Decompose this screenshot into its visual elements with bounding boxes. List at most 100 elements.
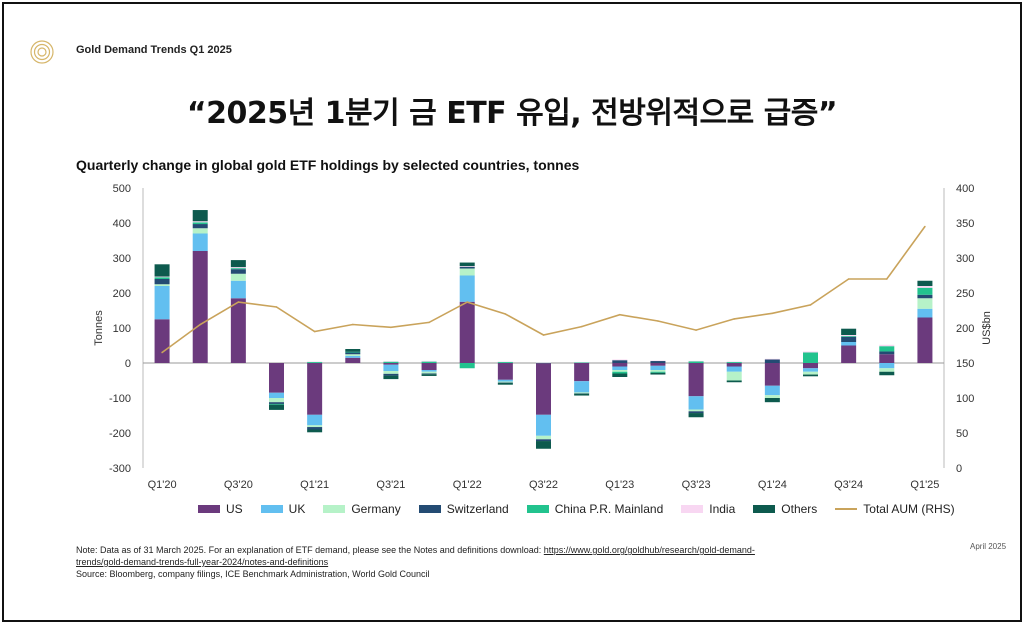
total-aum-point <box>847 278 850 280</box>
bar-germany <box>307 425 323 428</box>
bar-us <box>307 363 323 415</box>
x-tick-label: Q1'21 <box>300 479 329 491</box>
bar-others <box>841 328 857 335</box>
bar-china-p-r-mainland <box>192 222 208 225</box>
legend-label: Switzerland <box>446 502 509 516</box>
bar-uk <box>383 364 399 372</box>
bar-us <box>917 317 933 363</box>
bar-switzerland <box>650 360 666 363</box>
legend-label: India <box>709 502 736 516</box>
bar-switzerland <box>154 279 170 285</box>
y2-tick-label: 50 <box>956 428 968 440</box>
bar-switzerland <box>497 382 513 384</box>
bar-germany <box>192 228 208 234</box>
bar-us <box>574 363 590 382</box>
bar-uk <box>574 381 590 393</box>
bar-us <box>879 354 895 363</box>
bar-us <box>612 363 628 367</box>
legend-label: China P.R. Mainland <box>554 502 664 516</box>
y-axis-label: Tonnes <box>93 310 105 346</box>
bar-others <box>574 393 590 396</box>
legend-item: Others <box>753 502 817 516</box>
bar-india <box>230 267 246 269</box>
bar-switzerland <box>841 336 857 342</box>
bar-india <box>879 344 895 347</box>
bar-us <box>383 363 399 365</box>
bar-germany <box>421 371 437 374</box>
bar-us <box>688 363 704 397</box>
bar-germany <box>879 368 895 372</box>
legend-item: China P.R. Mainland <box>526 502 664 516</box>
bar-uk <box>269 392 284 398</box>
y-tick-label: 500 <box>113 183 131 195</box>
notes-definitions-link[interactable]: https://www.gold.org/goldhub/research/go… <box>76 545 755 567</box>
bar-others <box>383 375 399 380</box>
bar-switzerland <box>421 373 437 375</box>
y2-tick-label: 150 <box>956 358 974 370</box>
bar-others <box>345 349 361 352</box>
bar-switzerland <box>764 359 780 363</box>
x-tick-label: Q1'24 <box>758 479 787 491</box>
bar-germany <box>154 284 170 286</box>
bar-others <box>230 260 246 268</box>
bar-others <box>421 374 437 376</box>
bar-germany <box>269 398 284 403</box>
bar-india <box>764 358 780 360</box>
legend-label: US <box>226 502 243 516</box>
bar-others <box>917 280 933 286</box>
bar-china-p-r-mainland <box>459 363 475 369</box>
bar-others <box>536 441 551 449</box>
bar-india <box>383 361 399 362</box>
x-tick-label: Q1'20 <box>148 479 177 491</box>
bar-germany <box>803 371 818 375</box>
y-tick-label: 400 <box>113 218 131 230</box>
bar-uk <box>497 379 513 382</box>
legend-swatch <box>260 505 283 513</box>
bar-others <box>459 262 475 267</box>
legend-label: Others <box>781 502 818 516</box>
x-tick-label: Q1'23 <box>605 479 634 491</box>
bar-uk <box>879 363 895 369</box>
gold-logo-icon <box>30 40 54 64</box>
bar-uk <box>192 233 208 251</box>
bar-china-p-r-mainland <box>726 361 742 363</box>
bar-us <box>230 298 246 363</box>
y-tick-label: -300 <box>109 463 131 475</box>
y-tick-label: -200 <box>109 428 131 440</box>
legend-item: UK <box>260 502 305 516</box>
bar-india <box>650 360 666 362</box>
legend-swatch <box>418 505 441 513</box>
bar-china-p-r-mainland <box>421 361 437 363</box>
bar-china-p-r-mainland <box>269 403 284 405</box>
x-tick-label: Q1'22 <box>453 479 482 491</box>
x-tick-label: Q3'24 <box>834 479 863 491</box>
bar-switzerland <box>383 373 399 376</box>
footnote: Note: Data as of 31 March 2025. For an e… <box>76 544 796 580</box>
bar-others <box>612 373 628 377</box>
chart-legend: US UK Germany Switzerland China P.R. Mainlan… <box>198 502 955 516</box>
bar-china-p-r-mainland <box>383 361 399 363</box>
bar-switzerland <box>574 393 590 394</box>
bar-uk <box>803 368 818 372</box>
y-tick-label: 100 <box>113 323 131 335</box>
bar-others <box>192 210 208 222</box>
total-aum-point <box>733 318 736 320</box>
bar-uk <box>421 370 437 372</box>
bar-others <box>650 372 666 375</box>
bar-us <box>650 363 666 366</box>
bar-india <box>497 361 513 363</box>
total-aum-point <box>504 313 507 315</box>
bar-switzerland <box>879 351 895 355</box>
legend-item: India <box>681 502 735 516</box>
x-tick-label: Q3'21 <box>376 479 405 491</box>
bar-india <box>688 360 704 362</box>
bar-china-p-r-mainland <box>688 361 704 363</box>
bar-china-p-r-mainland <box>574 362 590 363</box>
bar-germany <box>574 392 590 394</box>
bar-china-p-r-mainland <box>612 371 628 374</box>
total-aum-point <box>542 334 545 336</box>
bar-india <box>307 361 323 363</box>
bar-china-p-r-mainland <box>154 277 170 279</box>
bar-uk <box>917 308 933 318</box>
